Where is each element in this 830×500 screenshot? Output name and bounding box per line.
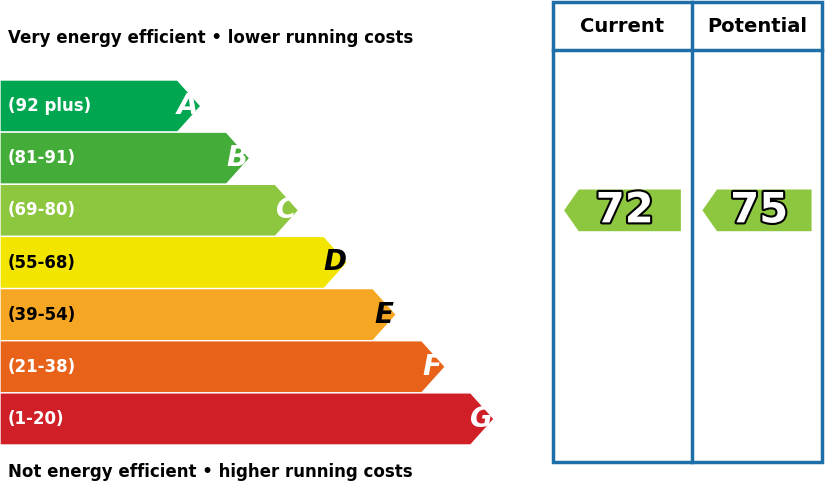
Text: (69-80): (69-80) xyxy=(8,202,76,220)
Polygon shape xyxy=(0,80,201,132)
Text: A: A xyxy=(178,92,198,120)
Text: Very energy efficient • lower running costs: Very energy efficient • lower running co… xyxy=(8,29,413,47)
Text: (39-54): (39-54) xyxy=(8,306,76,324)
Polygon shape xyxy=(0,288,397,341)
Text: 75: 75 xyxy=(730,190,788,232)
Text: Potential: Potential xyxy=(707,16,807,36)
Polygon shape xyxy=(0,184,299,236)
Text: 72: 72 xyxy=(596,190,654,232)
Text: (55-68): (55-68) xyxy=(8,254,76,272)
Polygon shape xyxy=(702,190,812,231)
Polygon shape xyxy=(0,340,445,393)
Text: Current: Current xyxy=(580,16,665,36)
Polygon shape xyxy=(0,393,494,445)
Text: G: G xyxy=(470,405,492,433)
Text: (1-20): (1-20) xyxy=(8,410,65,428)
Text: D: D xyxy=(323,248,346,276)
Text: (92 plus): (92 plus) xyxy=(8,97,91,115)
Text: (21-38): (21-38) xyxy=(8,358,76,376)
Bar xyxy=(553,2,822,462)
Polygon shape xyxy=(564,190,681,231)
Text: E: E xyxy=(374,300,393,328)
Polygon shape xyxy=(0,132,250,184)
Text: F: F xyxy=(422,353,442,381)
Text: C: C xyxy=(276,196,296,224)
Text: Not energy efficient • higher running costs: Not energy efficient • higher running co… xyxy=(8,463,413,481)
Text: (81-91): (81-91) xyxy=(8,149,76,167)
Polygon shape xyxy=(0,236,348,288)
Text: B: B xyxy=(227,144,247,172)
